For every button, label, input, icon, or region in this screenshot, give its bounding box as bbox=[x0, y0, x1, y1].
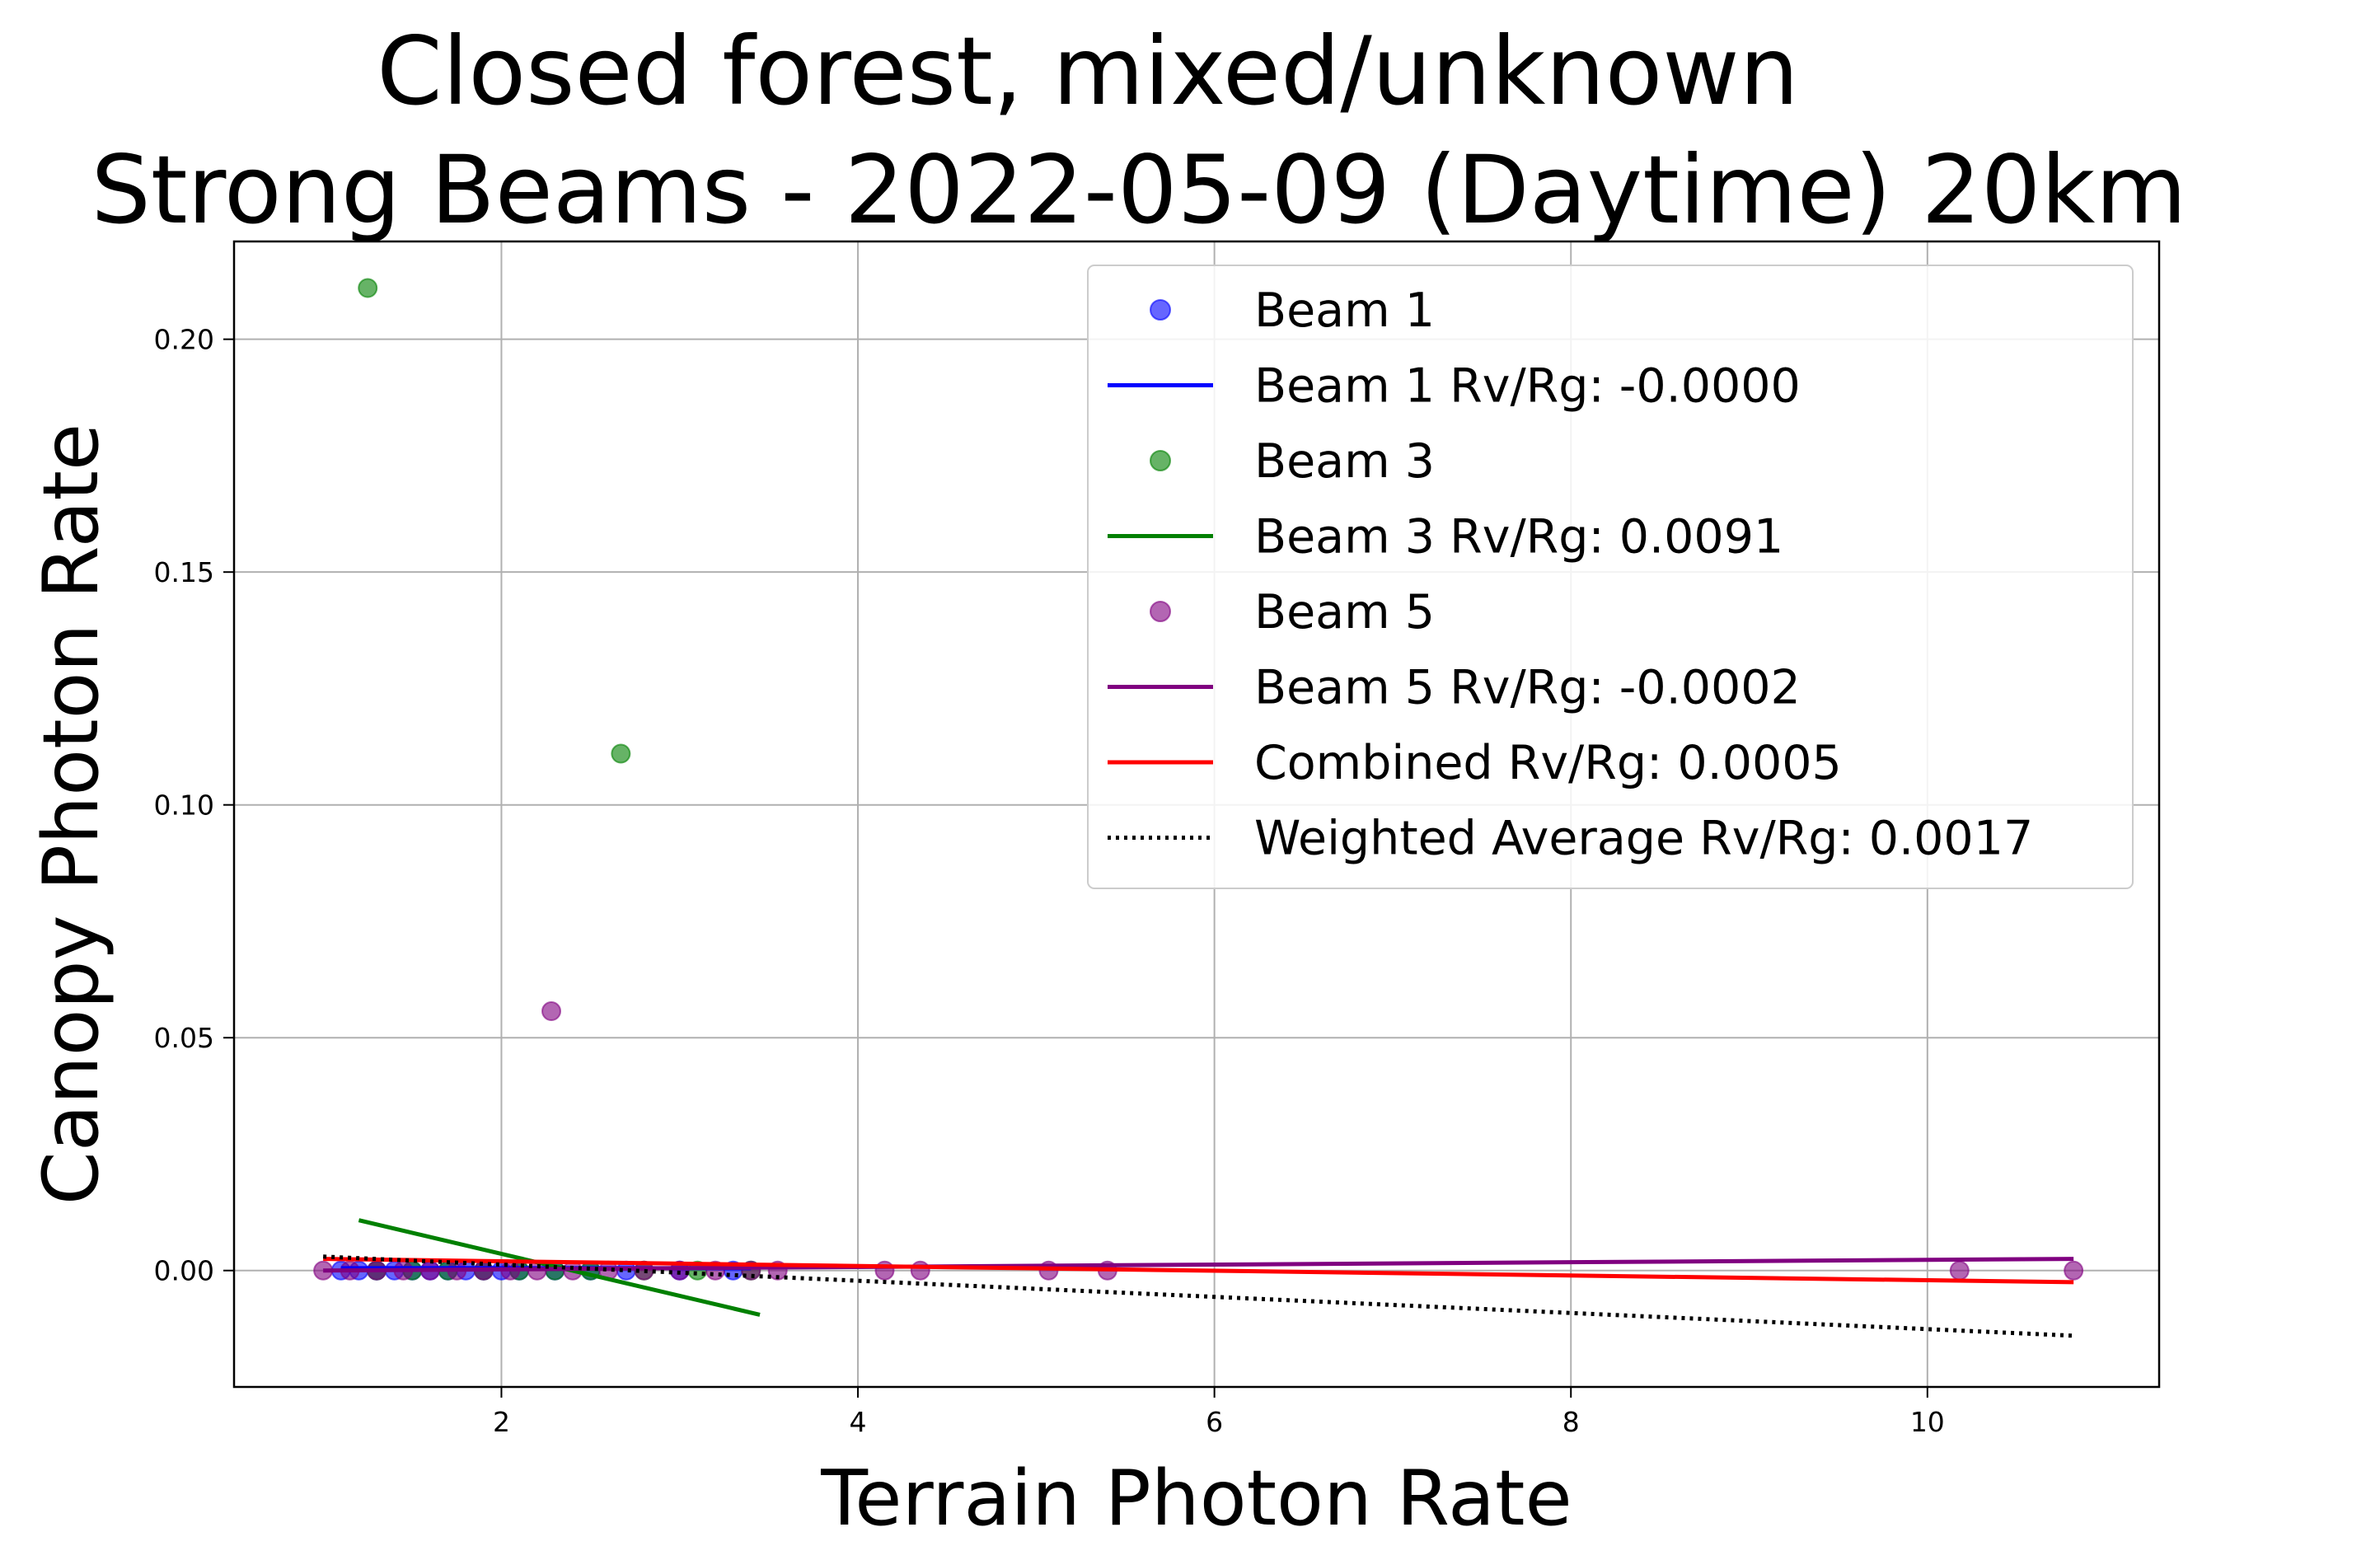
series-line bbox=[323, 1257, 2074, 1273]
chart-subtitle: Strong Beams - 2022-05-09 (Daytime) 20km bbox=[91, 135, 2186, 245]
legend: Beam 1 Beam 1 Rv/Rg: -0.0000 Beam 3 Beam 3 … bbox=[1087, 265, 2134, 889]
y-axis-label: Canopy Photon Rate bbox=[26, 424, 115, 1205]
scatter-point bbox=[1949, 1260, 1970, 1281]
scatter-point bbox=[541, 1001, 562, 1022]
chart-title: Closed forest, mixed/unknown bbox=[377, 16, 1799, 126]
x-tick-label: 2 bbox=[493, 1406, 510, 1438]
legend-label: Beam 1 bbox=[1254, 283, 1435, 338]
axis-ticks: 2 4 6 8 10 0.00 0.05 0.10 0.15 0.20 bbox=[154, 324, 1945, 1438]
legend-label: Beam 3 Rv/Rg: 0.0091 bbox=[1254, 510, 1783, 565]
y-tick-label: 0.10 bbox=[154, 789, 214, 822]
legend-box bbox=[1087, 265, 2134, 889]
legend-label: Beam 5 Rv/Rg: -0.0002 bbox=[1254, 661, 1801, 715]
series-line bbox=[323, 1254, 2074, 1338]
plot-data bbox=[313, 278, 2084, 1338]
legend-label: Beam 3 bbox=[1254, 434, 1435, 489]
x-axis-label: Terrain Photon Rate bbox=[820, 1454, 1572, 1543]
legend-marker bbox=[1150, 299, 1171, 321]
series-line bbox=[323, 1257, 2074, 1285]
x-tick-label: 10 bbox=[1910, 1406, 1945, 1438]
x-tick-label: 6 bbox=[1206, 1406, 1223, 1438]
legend-marker bbox=[1150, 450, 1171, 471]
legend-label: Beam 5 bbox=[1254, 585, 1435, 639]
y-tick-label: 0.00 bbox=[154, 1255, 214, 1287]
legend-label: Combined Rv/Rg: 0.0005 bbox=[1254, 736, 1842, 790]
x-tick-label: 4 bbox=[850, 1406, 867, 1438]
scatter-point bbox=[874, 1260, 895, 1281]
legend-marker bbox=[1150, 601, 1171, 622]
legend-label: Weighted Average Rv/Rg: 0.0017 bbox=[1254, 812, 2033, 866]
scatter-point bbox=[611, 743, 631, 764]
x-tick-label: 8 bbox=[1562, 1406, 1580, 1438]
y-tick-label: 0.15 bbox=[154, 556, 214, 588]
scatter-point bbox=[2064, 1260, 2084, 1281]
y-tick-label: 0.05 bbox=[154, 1022, 214, 1054]
y-tick-label: 0.20 bbox=[154, 324, 214, 356]
legend-label: Beam 1 Rv/Rg: -0.0000 bbox=[1254, 359, 1801, 414]
scatter-point bbox=[358, 278, 378, 298]
plot-frame bbox=[232, 240, 2161, 1389]
scatter-point bbox=[910, 1260, 930, 1281]
